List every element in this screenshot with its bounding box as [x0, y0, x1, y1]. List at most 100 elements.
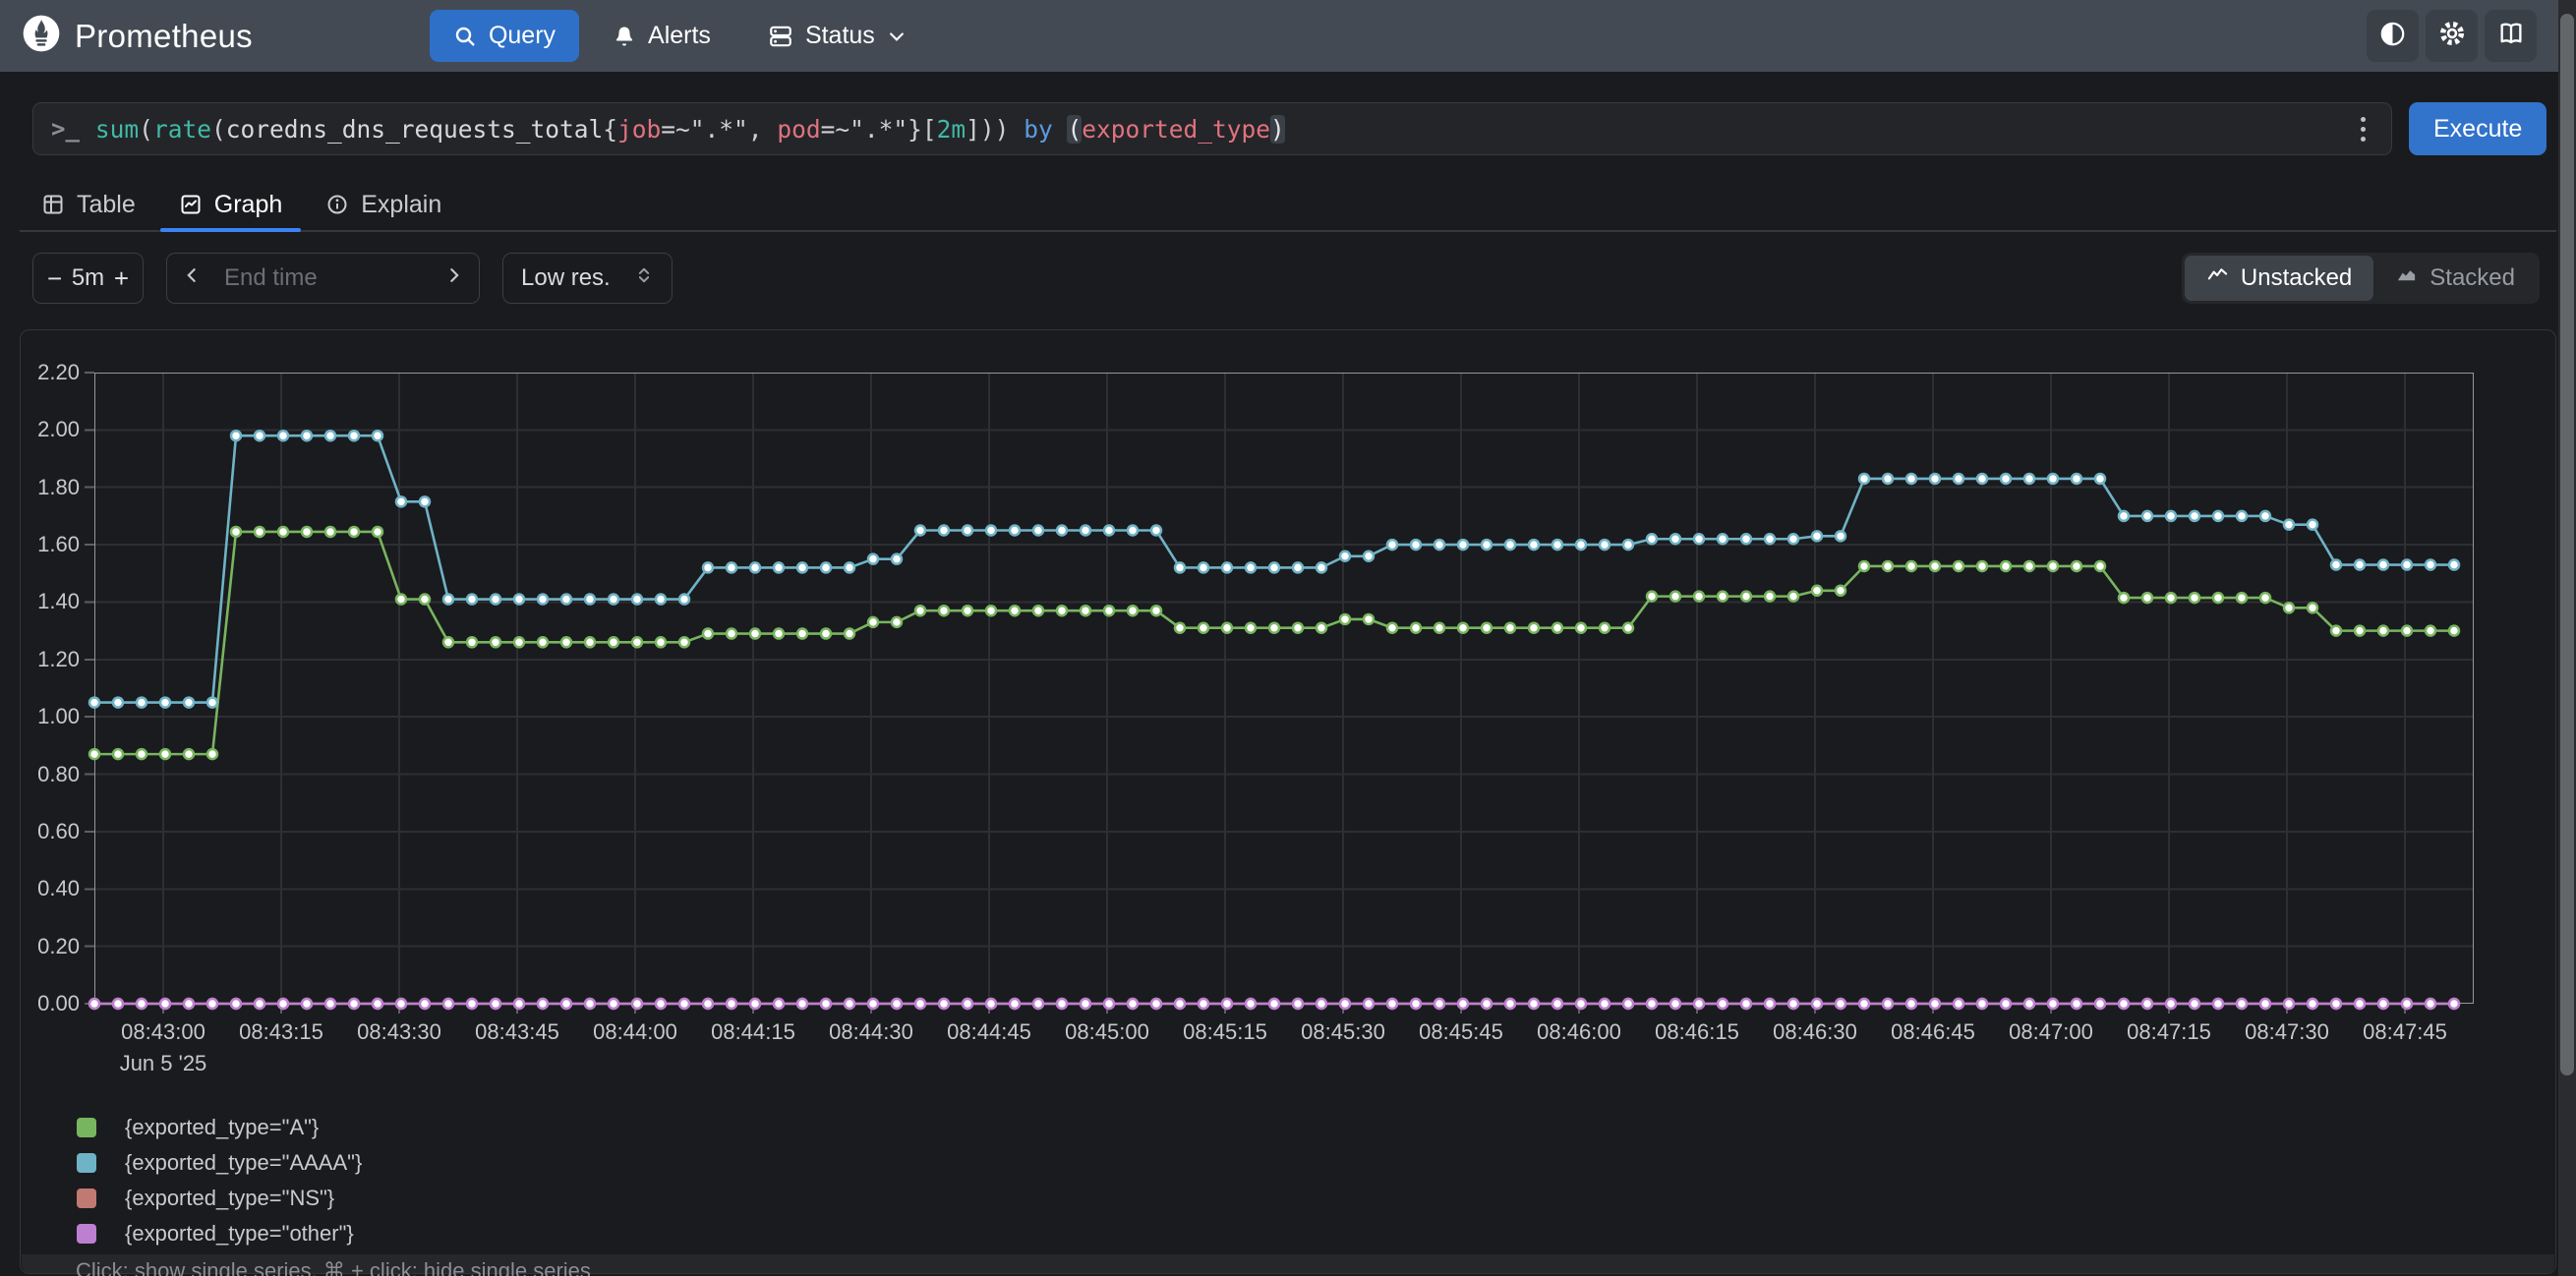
- legend-item[interactable]: {exported_type="A"}: [77, 1110, 362, 1145]
- x-tick-label: 08:43:00: [94, 1019, 232, 1045]
- graph-canvas[interactable]: [94, 373, 2474, 1004]
- legend-swatch: [77, 1224, 96, 1244]
- brand[interactable]: Prometheus: [22, 14, 253, 58]
- x-tick-label: 08:44:45: [920, 1019, 1058, 1045]
- selector-icon: [634, 264, 654, 292]
- theme-toggle-button[interactable]: [2367, 10, 2419, 62]
- y-tick-label: 1.40: [21, 591, 80, 612]
- settings-button[interactable]: [2426, 10, 2478, 62]
- x-tick-label: 08:43:45: [448, 1019, 586, 1045]
- legend-hint-strip: Click: show single series, ⌘ + click: hi…: [22, 1254, 2554, 1273]
- chevron-right-icon[interactable]: [443, 264, 463, 292]
- y-tick-label: 0.00: [21, 993, 80, 1015]
- scrollbar[interactable]: [2558, 0, 2576, 1276]
- legend-item[interactable]: {exported_type="NS"}: [77, 1181, 362, 1216]
- info-icon: [325, 193, 349, 216]
- table-icon: [41, 193, 65, 216]
- x-tick-label: 08:43:30: [330, 1019, 468, 1045]
- x-tick-label: 08:44:15: [684, 1019, 822, 1045]
- unstacked-option[interactable]: Unstacked: [2185, 256, 2373, 301]
- range-decrease-button[interactable]: −: [47, 265, 62, 291]
- x-tick-label: 08:46:45: [1864, 1019, 2002, 1045]
- promql-token: ): [1270, 115, 1285, 144]
- promql-token: (: [211, 115, 226, 144]
- resolution-select[interactable]: Low res.: [502, 253, 673, 304]
- nav-alerts-button[interactable]: Alerts: [589, 10, 734, 62]
- y-tick-label: 1.00: [21, 706, 80, 727]
- x-tick-label: 08:45:45: [1392, 1019, 1530, 1045]
- scrollbar-thumb[interactable]: [2560, 14, 2574, 1075]
- x-tick-label: 08:44:00: [566, 1019, 704, 1045]
- x-tick-label: 08:46:15: [1628, 1019, 1766, 1045]
- y-tick-label: 0.80: [21, 764, 80, 785]
- plot-area[interactable]: [94, 373, 2474, 1004]
- y-tick-label: 0.60: [21, 821, 80, 842]
- legend-label: {exported_type="other"}: [125, 1221, 354, 1247]
- end-time-placeholder: End time: [224, 264, 443, 292]
- result-tabs: Table Graph Explain: [20, 179, 2556, 232]
- terminal-prompt-icon: >_: [51, 115, 80, 143]
- tab-table[interactable]: Table: [20, 179, 157, 230]
- line-chart-icon: [2206, 263, 2229, 293]
- y-tick-label: 0.40: [21, 878, 80, 899]
- chart-legend: {exported_type="A"} {exported_type="AAAA"…: [77, 1110, 362, 1251]
- promql-expression-input[interactable]: >_ sum(rate(coredns_dns_requests_total{j…: [32, 102, 2392, 155]
- query-options-kebab-icon[interactable]: [2355, 111, 2371, 147]
- legend-item[interactable]: {exported_type="other"}: [77, 1216, 362, 1251]
- search-icon: [453, 25, 477, 48]
- contrast-icon: [2379, 21, 2406, 52]
- y-tick-label: 2.00: [21, 419, 80, 440]
- promql-token: ".*": [690, 115, 748, 144]
- promql-token: (: [1067, 115, 1082, 144]
- nav-query-button[interactable]: Query: [430, 10, 579, 62]
- y-tick-label: 1.60: [21, 534, 80, 555]
- y-tick-label: 2.20: [21, 362, 80, 383]
- book-icon: [2497, 20, 2525, 52]
- promql-token: )): [980, 115, 1010, 144]
- chevron-left-icon[interactable]: [183, 264, 203, 292]
- x-tick-label: 08:47:00: [1982, 1019, 2120, 1045]
- x-tick-label: 08:43:15: [212, 1019, 350, 1045]
- legend-label: {exported_type="AAAA"}: [125, 1150, 362, 1176]
- end-time-input[interactable]: End time: [166, 253, 480, 304]
- prometheus-logo-icon: [22, 14, 61, 58]
- y-tick-label: 1.20: [21, 649, 80, 670]
- documentation-button[interactable]: [2485, 10, 2537, 62]
- x-tick-label: 08:45:00: [1038, 1019, 1176, 1045]
- graph-panel: 0.00 0.20 0.40 0.60 0.80 1.00 1.20 1.40 1.60 1.80…: [20, 329, 2556, 1274]
- graph-icon: [179, 193, 203, 216]
- promql-token: 2m: [937, 115, 966, 144]
- legend-item[interactable]: {exported_type="AAAA"}: [77, 1145, 362, 1181]
- promql-token: job: [617, 115, 661, 144]
- stacked-option[interactable]: Stacked: [2373, 256, 2537, 301]
- legend-swatch: [77, 1189, 96, 1208]
- legend-swatch: [77, 1153, 96, 1173]
- promql-token: sum: [95, 115, 139, 144]
- bell-icon: [613, 25, 636, 48]
- range-increase-button[interactable]: +: [114, 265, 129, 291]
- promql-token: [1009, 115, 1024, 144]
- legend-hint-text: Click: show single series, ⌘ + click: hi…: [76, 1258, 591, 1276]
- stacking-toggle: Unstacked Stacked: [2182, 253, 2540, 304]
- x-tick-label: 08:46:00: [1510, 1019, 1648, 1045]
- navbar: Prometheus Query Alerts Status: [0, 0, 2576, 72]
- promql-token: {: [603, 115, 617, 144]
- tab-graph[interactable]: Graph: [157, 179, 304, 230]
- x-axis-date-label: Jun 5 '25: [94, 1051, 232, 1076]
- execute-button[interactable]: Execute: [2409, 102, 2547, 155]
- promql-token: (: [139, 115, 153, 144]
- promql-token: pod: [777, 115, 820, 144]
- range-value[interactable]: 5m: [72, 264, 104, 292]
- range-input[interactable]: − 5m +: [32, 253, 144, 304]
- promql-token: [1053, 115, 1068, 144]
- chevron-down-icon: [887, 27, 907, 46]
- nav-status-dropdown[interactable]: Status: [744, 10, 930, 62]
- y-tick-label: 1.80: [21, 477, 80, 498]
- server-icon: [768, 24, 793, 49]
- tab-explain[interactable]: Explain: [304, 179, 463, 230]
- promql-token: =~: [821, 115, 850, 144]
- x-tick-label: 08:47:15: [2100, 1019, 2238, 1045]
- x-tick-label: 08:45:15: [1156, 1019, 1294, 1045]
- x-tick-label: 08:47:45: [2336, 1019, 2474, 1045]
- y-tick-label: 0.20: [21, 936, 80, 957]
